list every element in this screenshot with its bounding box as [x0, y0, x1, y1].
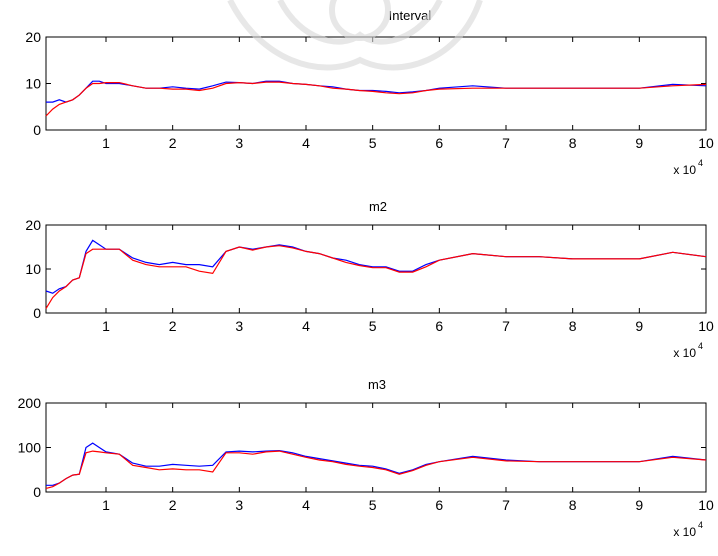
x-tick-label: 1: [102, 497, 110, 513]
x-tick-label: 10: [698, 318, 714, 334]
x-tick-label: 5: [369, 135, 377, 151]
y-tick-label: 20: [25, 217, 41, 233]
subplot-title: m3: [368, 377, 386, 392]
series-line-red: [45, 245, 707, 309]
y-tick-label: 0: [33, 484, 41, 500]
x-tick-label: 8: [569, 497, 577, 513]
x-tick-label: 5: [369, 497, 377, 513]
x-tick-label: 4: [302, 497, 310, 513]
x-multiplier-exponent: 4: [698, 158, 703, 168]
x-tick-label: 3: [235, 318, 243, 334]
x-tick-label: 10: [698, 135, 714, 151]
subplot-title: m2: [369, 199, 387, 214]
y-tick-label: 20: [25, 29, 41, 45]
series-line-blue: [46, 80, 707, 103]
x-tick-label: 1: [102, 318, 110, 334]
x-tick-label: 4: [302, 135, 310, 151]
y-tick-label: 0: [33, 122, 41, 138]
y-tick-label: 200: [18, 395, 42, 411]
x-tick-label: 2: [169, 318, 177, 334]
x-multiplier: x 10: [673, 346, 696, 360]
x-multiplier-exponent: 4: [698, 520, 703, 530]
subplot-title: Interval: [389, 8, 432, 23]
x-tick-label: 7: [502, 135, 510, 151]
x-tick-label: 5: [369, 318, 377, 334]
series-line-red: [45, 450, 707, 489]
x-tick-label: 2: [169, 135, 177, 151]
y-tick-label: 10: [25, 76, 41, 92]
axes-box: [45, 224, 707, 314]
x-tick-label: 8: [569, 318, 577, 334]
x-multiplier: x 10: [673, 525, 696, 539]
axes-box: [45, 402, 707, 493]
x-tick-label: 9: [635, 135, 643, 151]
series-line-red: [45, 81, 707, 117]
x-tick-label: 6: [435, 497, 443, 513]
y-tick-label: 0: [33, 305, 41, 321]
x-tick-label: 8: [569, 135, 577, 151]
series-line-blue: [46, 442, 707, 486]
x-tick-label: 4: [302, 318, 310, 334]
x-tick-label: 7: [502, 497, 510, 513]
x-tick-label: 7: [502, 318, 510, 334]
x-multiplier-exponent: 4: [698, 341, 703, 351]
x-tick-label: 9: [635, 318, 643, 334]
y-tick-label: 10: [25, 261, 41, 277]
x-tick-label: 6: [435, 318, 443, 334]
x-tick-label: 9: [635, 497, 643, 513]
y-tick-label: 100: [18, 440, 42, 456]
axes-box: [45, 36, 707, 131]
x-tick-label: 10: [698, 497, 714, 513]
x-multiplier: x 10: [673, 163, 696, 177]
x-tick-label: 3: [235, 135, 243, 151]
x-tick-label: 3: [235, 497, 243, 513]
x-tick-label: 1: [102, 135, 110, 151]
x-tick-label: 6: [435, 135, 443, 151]
x-tick-label: 2: [169, 497, 177, 513]
